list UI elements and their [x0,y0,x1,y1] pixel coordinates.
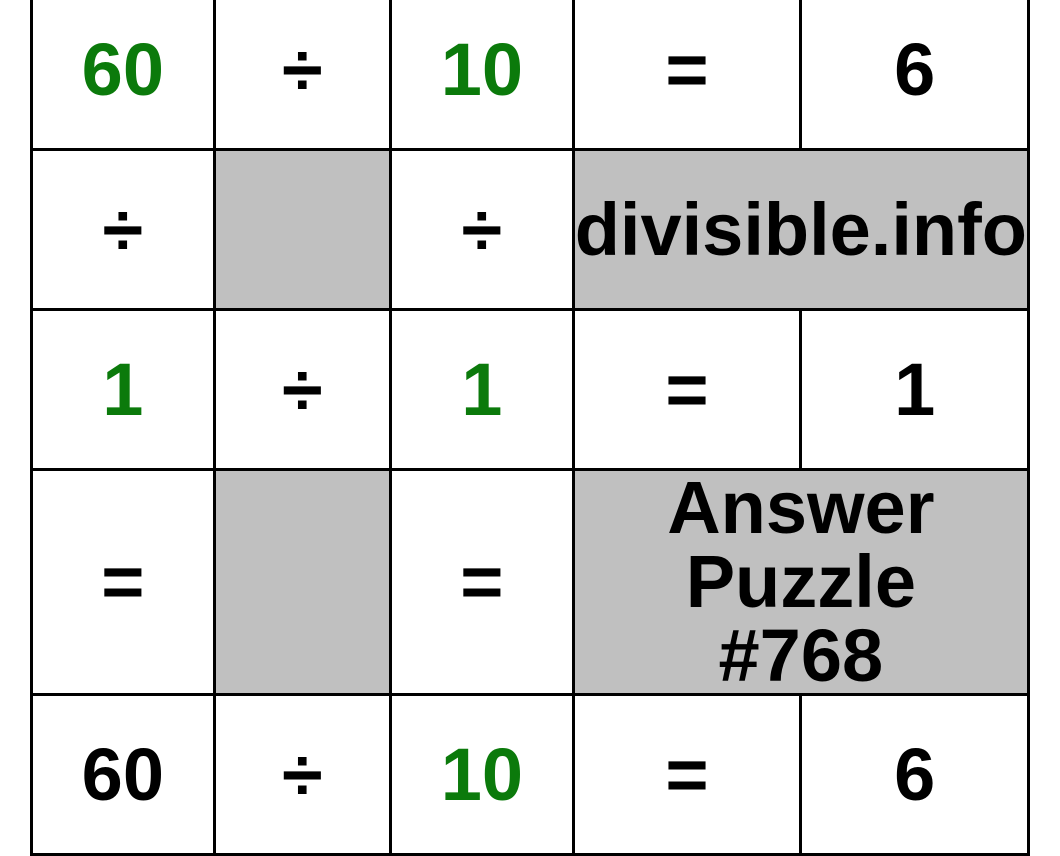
cell-num: 10 [391,0,574,150]
cell-num: 1 [32,310,215,470]
cell-op-divide: ÷ [214,0,390,150]
cell-op-divide: ÷ [391,150,574,310]
division-puzzle-grid: 60 ÷ 10 = 6 ÷ ÷ divisible.info 1 ÷ 1 = 1 [30,0,1030,856]
cell-blank [214,150,390,310]
cell-op-divide: ÷ [32,150,215,310]
cell-num: 60 [32,0,215,150]
cell-num: 10 [391,695,574,855]
cell-op-divide: ÷ [214,310,390,470]
cell-num: 1 [391,310,574,470]
table-row: ÷ ÷ divisible.info [32,150,1029,310]
cell-eq: = [573,695,801,855]
table-row: 60 ÷ 10 = 6 [32,695,1029,855]
cell-num: 6 [801,0,1029,150]
site-label: divisible.info [573,150,1028,310]
cell-num: 60 [32,695,215,855]
cell-num: 1 [801,310,1029,470]
puzzle-container: 60 ÷ 10 = 6 ÷ ÷ divisible.info 1 ÷ 1 = 1 [30,22,1030,822]
table-row: 1 ÷ 1 = 1 [32,310,1029,470]
cell-eq: = [573,310,801,470]
cell-eq: = [32,470,215,695]
answer-label: Answer Puzzle#768 [573,470,1028,695]
cell-blank [214,470,390,695]
cell-num: 6 [801,695,1029,855]
cell-eq: = [573,0,801,150]
cell-eq: = [391,470,574,695]
table-row: 60 ÷ 10 = 6 [32,0,1029,150]
cell-op-divide: ÷ [214,695,390,855]
table-row: = = Answer Puzzle#768 [32,470,1029,695]
